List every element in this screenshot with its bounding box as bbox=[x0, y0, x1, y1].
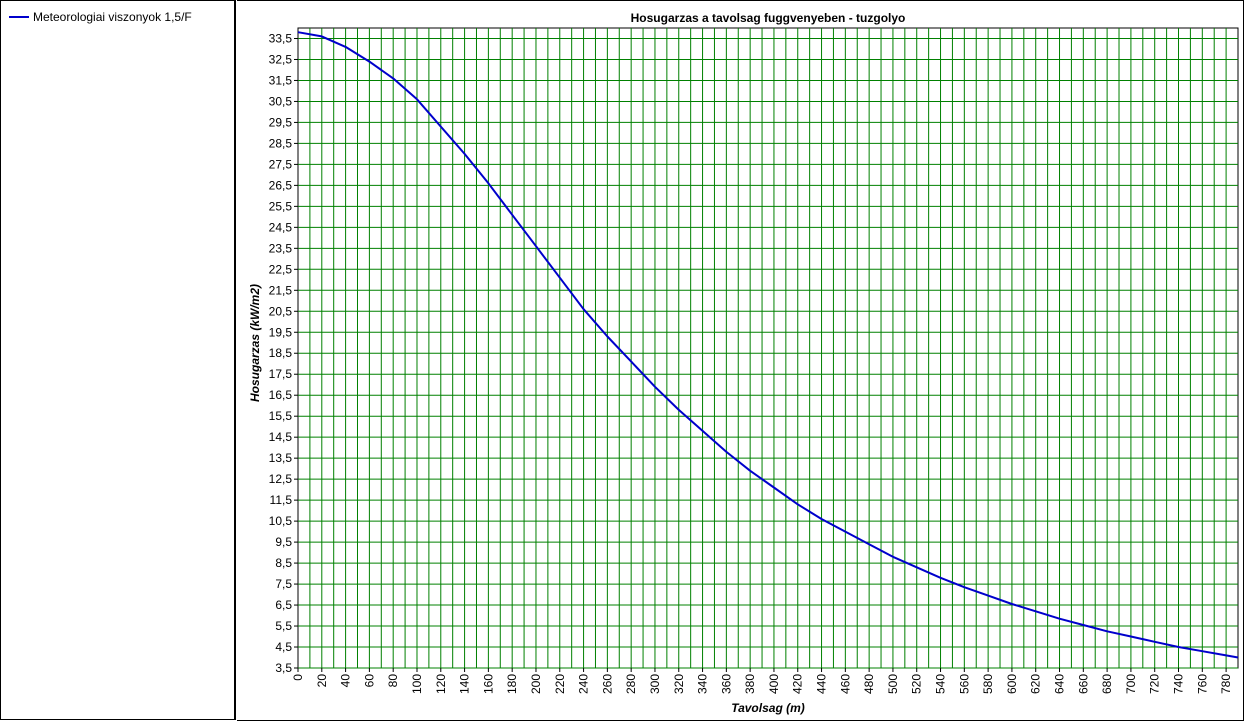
y-tick-label: 27,5 bbox=[269, 157, 293, 171]
chart: Hosugarzas a tavolsag fuggvenyeben - tuz… bbox=[248, 11, 1239, 715]
legend-item: Meteorologiai viszonyok 1,5/F bbox=[9, 10, 192, 24]
x-tick-label: 620 bbox=[1029, 674, 1043, 694]
y-tick-label: 10,5 bbox=[269, 514, 293, 528]
x-tick-label: 760 bbox=[1195, 674, 1209, 694]
x-tick-label: 580 bbox=[981, 674, 995, 694]
y-tick-label: 5,5 bbox=[275, 619, 292, 633]
x-tick-label: 300 bbox=[648, 674, 662, 694]
x-tick-label: 360 bbox=[719, 674, 733, 694]
y-tick-label: 9,5 bbox=[275, 535, 292, 549]
x-axis-label: Tavolsag (m) bbox=[731, 701, 805, 715]
y-tick-label: 24,5 bbox=[269, 220, 293, 234]
y-tick-label: 21,5 bbox=[269, 283, 293, 297]
y-tick-label: 12,5 bbox=[269, 472, 293, 486]
legend-panel: Meteorologiai viszonyok 1,5/F bbox=[0, 0, 236, 720]
x-tick-label: 500 bbox=[886, 674, 900, 694]
x-tick-label: 100 bbox=[410, 674, 424, 694]
x-tick-label: 0 bbox=[291, 674, 305, 681]
y-tick-label: 14,5 bbox=[269, 430, 293, 444]
y-tick-label: 29,5 bbox=[269, 115, 293, 129]
y-tick-label: 18,5 bbox=[269, 346, 293, 360]
x-tick-label: 280 bbox=[624, 674, 638, 694]
x-tick-label: 540 bbox=[934, 674, 948, 694]
y-axis-label: Hosugarzas (kW/m2) bbox=[248, 284, 262, 402]
x-tick-label: 440 bbox=[815, 674, 829, 694]
series-line bbox=[297, 31, 1239, 659]
x-tick-label: 600 bbox=[1005, 674, 1019, 694]
y-tick-label: 25,5 bbox=[269, 199, 293, 213]
x-tick-label: 40 bbox=[339, 674, 353, 688]
x-tick-label: 260 bbox=[600, 674, 614, 694]
x-tick-label: 520 bbox=[910, 674, 924, 694]
y-tick-label: 15,5 bbox=[269, 409, 293, 423]
x-tick-label: 180 bbox=[505, 674, 519, 694]
x-tick-label: 160 bbox=[481, 674, 495, 694]
y-tick-label: 33,5 bbox=[269, 31, 293, 45]
x-tick-label: 220 bbox=[553, 674, 567, 694]
x-tick-label: 140 bbox=[458, 674, 472, 694]
series bbox=[297, 31, 1239, 659]
legend-label: Meteorologiai viszonyok 1,5/F bbox=[33, 10, 192, 24]
x-tick-label: 680 bbox=[1100, 674, 1114, 694]
x-tick-label: 700 bbox=[1124, 674, 1138, 694]
x-tick-label: 380 bbox=[743, 674, 757, 694]
x-tick-label: 20 bbox=[315, 674, 329, 688]
x-tick-label: 780 bbox=[1219, 674, 1233, 694]
y-tick-label: 32,5 bbox=[269, 52, 293, 66]
chart-title: Hosugarzas a tavolsag fuggvenyeben - tuz… bbox=[631, 11, 906, 25]
x-tick-label: 80 bbox=[386, 674, 400, 688]
x-tick-label: 240 bbox=[577, 674, 591, 694]
y-tick-label: 16,5 bbox=[269, 388, 293, 402]
ticks: 3,5 4,5 5,5 6,5 7,5 8,5 9,5 10,5 11,5 12,5 13,5 14,… bbox=[269, 31, 1233, 694]
chart-panel: Hosugarzas a tavolsag fuggvenyeben - tuz… bbox=[237, 0, 1244, 721]
legend-swatch bbox=[9, 16, 29, 18]
x-tick-label: 340 bbox=[696, 674, 710, 694]
x-tick-label: 560 bbox=[957, 674, 971, 694]
y-tick-label: 19,5 bbox=[269, 325, 293, 339]
x-tick-label: 60 bbox=[362, 674, 376, 688]
y-tick-label: 30,5 bbox=[269, 94, 293, 108]
y-tick-label: 4,5 bbox=[275, 640, 292, 654]
y-tick-label: 17,5 bbox=[269, 367, 293, 381]
x-tick-label: 320 bbox=[672, 674, 686, 694]
y-tick-label: 26,5 bbox=[269, 178, 293, 192]
x-tick-label: 460 bbox=[838, 674, 852, 694]
y-tick-label: 23,5 bbox=[269, 241, 293, 255]
plot-area bbox=[297, 27, 1239, 669]
x-tick-label: 480 bbox=[862, 674, 876, 694]
x-tick-label: 420 bbox=[791, 674, 805, 694]
y-tick-label: 31,5 bbox=[269, 73, 293, 87]
y-tick-label: 13,5 bbox=[269, 451, 293, 465]
x-tick-label: 660 bbox=[1076, 674, 1090, 694]
x-tick-label: 120 bbox=[434, 674, 448, 694]
y-tick-label: 11,5 bbox=[270, 493, 293, 507]
y-tick-label: 7,5 bbox=[275, 577, 292, 591]
grid bbox=[297, 27, 1239, 669]
x-tick-label: 400 bbox=[767, 674, 781, 694]
y-tick-label: 22,5 bbox=[269, 262, 293, 276]
y-tick-label: 8,5 bbox=[275, 556, 292, 570]
x-tick-label: 200 bbox=[529, 674, 543, 694]
y-tick-label: 3,5 bbox=[275, 661, 292, 675]
x-tick-label: 640 bbox=[1053, 674, 1067, 694]
y-tick-label: 6,5 bbox=[275, 598, 292, 612]
y-tick-label: 20,5 bbox=[269, 304, 293, 318]
y-tick-label: 28,5 bbox=[269, 136, 293, 150]
x-tick-label: 720 bbox=[1148, 674, 1162, 694]
x-tick-label: 740 bbox=[1172, 674, 1186, 694]
